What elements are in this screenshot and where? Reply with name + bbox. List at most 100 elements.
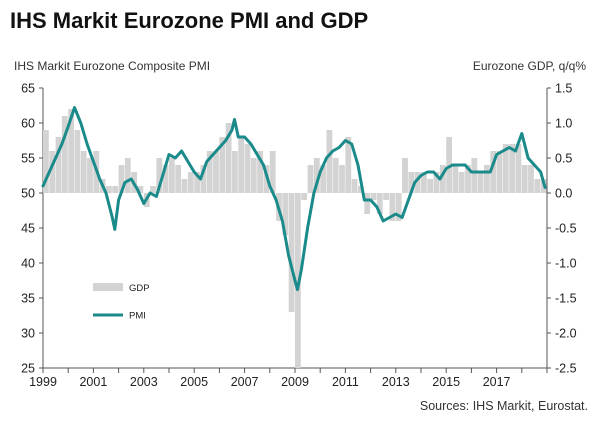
gdp-bar	[200, 165, 207, 193]
gdp-bar	[55, 137, 62, 193]
gdp-bar	[49, 151, 56, 193]
right-tick-label: 1.0	[555, 117, 572, 131]
gdp-bar	[376, 193, 383, 214]
left-tick-label: 40	[21, 257, 35, 271]
right-tick-label: 0.0	[555, 187, 572, 201]
gdp-bar	[370, 193, 377, 200]
gdp-bar	[156, 158, 163, 193]
gdp-bar	[87, 158, 93, 193]
gdp-bar	[232, 151, 238, 193]
gdp-bar	[515, 144, 522, 193]
gdp-bar	[528, 165, 534, 193]
gdp-bar	[521, 165, 528, 193]
x-tick-label: 2015	[432, 375, 460, 389]
gdp-bar	[137, 186, 144, 193]
legend: GDP PMI	[93, 283, 150, 322]
gdp-bar	[269, 151, 276, 193]
gdp-bar	[446, 137, 452, 193]
gdp-bar	[257, 151, 263, 193]
gdp-bar	[427, 179, 434, 193]
gdp-bar	[339, 165, 345, 193]
left-axis-title: IHS Markit Eurozone Composite PMI	[14, 59, 211, 73]
legend-gdp-label: GDP	[129, 283, 150, 294]
gdp-bar	[250, 158, 257, 193]
left-tick-label: 60	[21, 117, 35, 131]
gdp-bar	[282, 193, 289, 235]
gdp-bar	[496, 151, 503, 193]
gdp-bar	[408, 172, 415, 193]
gdp-bar	[68, 109, 74, 193]
gdp-bar	[169, 158, 175, 193]
gdp-bar	[124, 158, 131, 193]
gdp-bar	[313, 158, 320, 193]
gdp-bar	[61, 116, 68, 193]
x-tick-label: 2017	[483, 375, 511, 389]
gdp-bar	[162, 165, 169, 193]
right-tick-label: -2.0	[555, 327, 577, 341]
right-tick-label: 1.5	[555, 82, 572, 96]
right-tick-label: -0.5	[555, 222, 577, 236]
gdp-bar	[112, 186, 119, 193]
x-tick-label: 1999	[29, 375, 57, 389]
gdp-bar	[181, 179, 188, 193]
gdp-bar	[421, 172, 427, 193]
gdp-bar	[219, 137, 226, 193]
gdp-bar	[106, 186, 112, 193]
gdp-bar	[534, 179, 541, 193]
x-tick-label: 2011	[332, 375, 359, 389]
gdp-bar	[414, 172, 421, 193]
left-tick-label: 30	[21, 327, 35, 341]
gdp-bar	[439, 165, 446, 193]
tick-labels-layer: 25 30 35 40 45 50 55 60 65 1.5 1.0 0.5 0.0 -0.5 -1.0 -1…	[21, 82, 576, 390]
gdp-bar	[326, 130, 333, 193]
left-tick-label: 25	[21, 362, 35, 376]
gdp-bar	[395, 193, 402, 221]
gdp-bar	[509, 144, 515, 193]
gdp-bar	[345, 137, 352, 193]
gdp-bar	[332, 158, 339, 193]
gdp-bar	[351, 179, 358, 193]
right-tick-label: -1.5	[555, 292, 577, 306]
gdp-bar	[364, 193, 371, 214]
left-tick-label: 35	[21, 292, 35, 306]
left-tick-label: 45	[21, 222, 35, 236]
gdp-bar	[244, 144, 251, 193]
pmi-line	[41, 106, 547, 292]
gdp-bar	[225, 123, 232, 193]
gdp-bar	[402, 158, 408, 193]
gdp-bar	[74, 130, 81, 193]
gdp-bar	[389, 193, 396, 221]
gdp-bar	[452, 165, 459, 193]
x-tick-label: 2013	[382, 375, 410, 389]
gdp-bar	[238, 137, 245, 193]
right-axis-title: Eurozone GDP, q/q%	[472, 59, 586, 73]
gdp-bar	[187, 172, 194, 193]
legend-gdp-swatch	[93, 283, 123, 291]
pmi-line-layer	[41, 106, 547, 292]
legend-pmi-label: PMI	[129, 311, 146, 322]
gdp-bar	[206, 151, 213, 193]
gdp-bar	[43, 130, 49, 193]
gdp-bar	[288, 193, 295, 312]
gdp-bar	[213, 151, 219, 193]
right-tick-label: 0.5	[555, 152, 572, 166]
gdp-bar	[307, 165, 314, 193]
gdp-bar	[301, 193, 308, 200]
gdp-bar	[80, 151, 87, 193]
x-tick-label: 2001	[79, 375, 107, 389]
left-tick-label: 65	[21, 82, 35, 96]
gdp-bar	[150, 186, 156, 193]
gdp-bar	[433, 172, 440, 193]
gdp-bar	[175, 165, 182, 193]
x-tick-label: 2003	[130, 375, 158, 389]
gdp-bar	[484, 165, 490, 193]
gdp-bars-layer	[43, 109, 547, 368]
left-tick-label: 50	[21, 187, 35, 201]
gdp-bar	[490, 151, 497, 193]
gdp-bar	[458, 172, 465, 193]
gdp-bar	[118, 165, 125, 193]
x-tick-label: 2009	[281, 375, 309, 389]
gdp-bar	[383, 193, 389, 200]
